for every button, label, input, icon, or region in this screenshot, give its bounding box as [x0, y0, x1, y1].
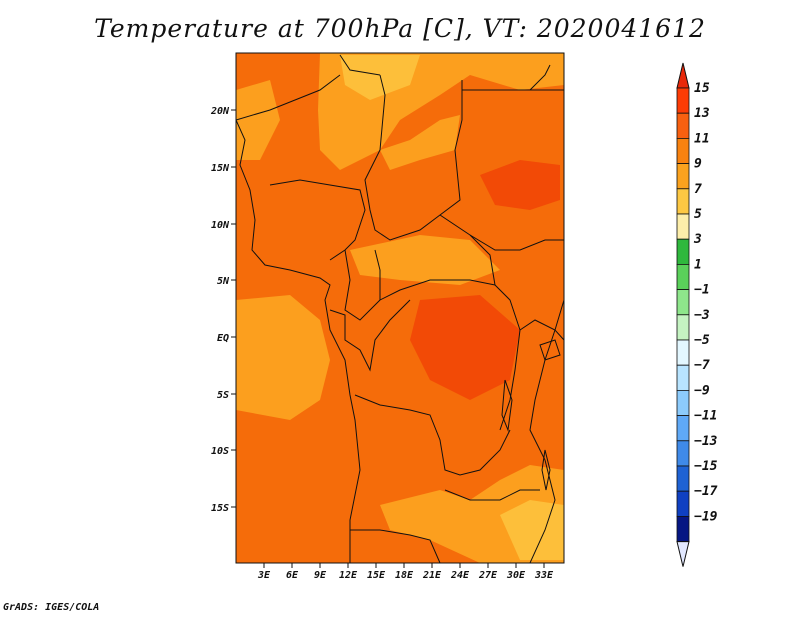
border-libya	[339, 54, 381, 76]
border-drc-east	[494, 284, 521, 431]
warm-region-north-east	[480, 160, 560, 210]
latitude-axis: 20N 15N 10N 5N EQ 5S 10S 15S	[210, 106, 236, 514]
colorbar-box	[676, 490, 690, 517]
border-car	[374, 234, 496, 301]
colorbar-box	[676, 314, 690, 341]
colorbar-label: −3	[694, 308, 710, 323]
colorbar-box	[676, 112, 690, 139]
warm-region-congo	[410, 295, 520, 400]
border-mali	[236, 74, 341, 121]
border-angola-south	[350, 529, 441, 563]
colorbar-boxes	[676, 62, 690, 567]
lon-tick-label: 27E	[478, 570, 498, 581]
lat-tick-label: 15N	[211, 163, 230, 174]
lat-tick-label: 20N	[210, 106, 230, 117]
lon-tick-label: 21E	[422, 570, 442, 581]
colorbar-box	[676, 415, 690, 442]
lon-tick-label: 30E	[506, 570, 526, 581]
colorbar-label: −11	[694, 409, 717, 424]
colorbar-labels: 15 13 11 9 7 5 3 1 −1 −3 −5 −7 −9 −11 −13 −15 −17 −19	[693, 81, 718, 524]
lake-victoria	[539, 339, 561, 361]
lon-tick-label: 15E	[367, 570, 386, 581]
colorbar-label: −17	[694, 484, 718, 499]
colorbar-box	[676, 188, 690, 215]
lake-tanganyika	[501, 379, 513, 432]
colorbar-label: −19	[694, 509, 718, 524]
lon-tick-label: 12E	[339, 570, 358, 581]
lat-tick-label: 10S	[211, 446, 229, 457]
colorbar-label: 7	[694, 182, 702, 197]
border-chad	[364, 74, 463, 241]
colorbar-label: −13	[694, 434, 718, 449]
lon-tick-label: 3E	[257, 570, 271, 581]
colorbar-label: −5	[694, 333, 710, 348]
border-cameroon	[344, 249, 381, 321]
colorbar-label: −15	[694, 459, 718, 474]
coolest-region-south	[500, 500, 564, 560]
colorbar-box	[676, 440, 690, 467]
colorbar-box	[676, 289, 690, 316]
cool-region-west	[236, 80, 280, 160]
lat-tick-label: 5S	[217, 390, 229, 401]
cool-region-north-east	[470, 53, 564, 90]
colorbar-box	[676, 238, 690, 265]
coolest-region-north	[340, 55, 420, 100]
colorbar-label: −7	[694, 358, 710, 373]
lat-tick-label: 10N	[211, 220, 230, 231]
colorbar-bottom-triangle	[676, 541, 690, 567]
colorbar-box	[676, 516, 690, 543]
country-borders	[236, 54, 564, 563]
red-sea-coast	[529, 64, 551, 91]
colorbar-box	[676, 213, 690, 240]
border-gabon-congo	[329, 299, 411, 372]
border-south-sudan	[439, 214, 564, 251]
lon-tick-label: 24E	[450, 570, 470, 581]
colorbar-box	[676, 364, 690, 391]
lake-malawi	[541, 449, 551, 491]
cool-region-sahara	[380, 115, 460, 170]
map-frame	[235, 52, 565, 564]
border-drc-angola	[354, 394, 511, 476]
colorbar-box	[676, 163, 690, 190]
cool-region-central	[350, 235, 500, 285]
colorbar-label: 9	[694, 157, 702, 172]
colorbar-box	[676, 137, 690, 164]
lon-tick-label: 9E	[314, 570, 327, 581]
colorbar-label: −1	[694, 283, 710, 298]
border-niger-nigeria	[269, 179, 366, 261]
colorbar-label: 11	[694, 131, 710, 146]
colorbar-label: −9	[694, 383, 710, 398]
coastline-east	[529, 299, 564, 563]
colorbar-box	[676, 339, 690, 366]
coastline-west	[236, 119, 361, 563]
border-east-africa	[519, 319, 564, 341]
lon-tick-label: 33E	[534, 570, 554, 581]
lon-tick-label: 6E	[286, 570, 299, 581]
colorbar-label: 15	[694, 81, 710, 96]
lat-tick-label: 5N	[217, 276, 230, 287]
colorbar-box	[676, 389, 690, 416]
colorbar-label: 5	[694, 207, 702, 222]
colorbar-label: 3	[693, 232, 702, 247]
colorbar-top-triangle	[676, 62, 690, 89]
lon-tick-label: 18E	[395, 570, 414, 581]
cool-region-atlantic	[236, 295, 330, 420]
chart-title: Temperature at 700hPa [C], VT: 202004161…	[94, 14, 706, 43]
lat-tick-label: EQ	[217, 333, 229, 344]
lat-tick-label: 15S	[211, 503, 229, 514]
colorbar-label: 13	[694, 106, 710, 121]
border-zambia	[444, 489, 540, 501]
longitude-axis: 3E 6E 9E 12E 15E 18E 21E 24E 27E 30E 33E	[257, 563, 554, 581]
temperature-field	[236, 53, 564, 563]
grads-credit: GrADS: IGES/COLA	[3, 602, 100, 613]
colorbar-box	[676, 87, 690, 114]
colorbar-box	[676, 465, 690, 492]
colorbar-box	[676, 263, 690, 290]
colorbar-label: 1	[694, 257, 702, 272]
